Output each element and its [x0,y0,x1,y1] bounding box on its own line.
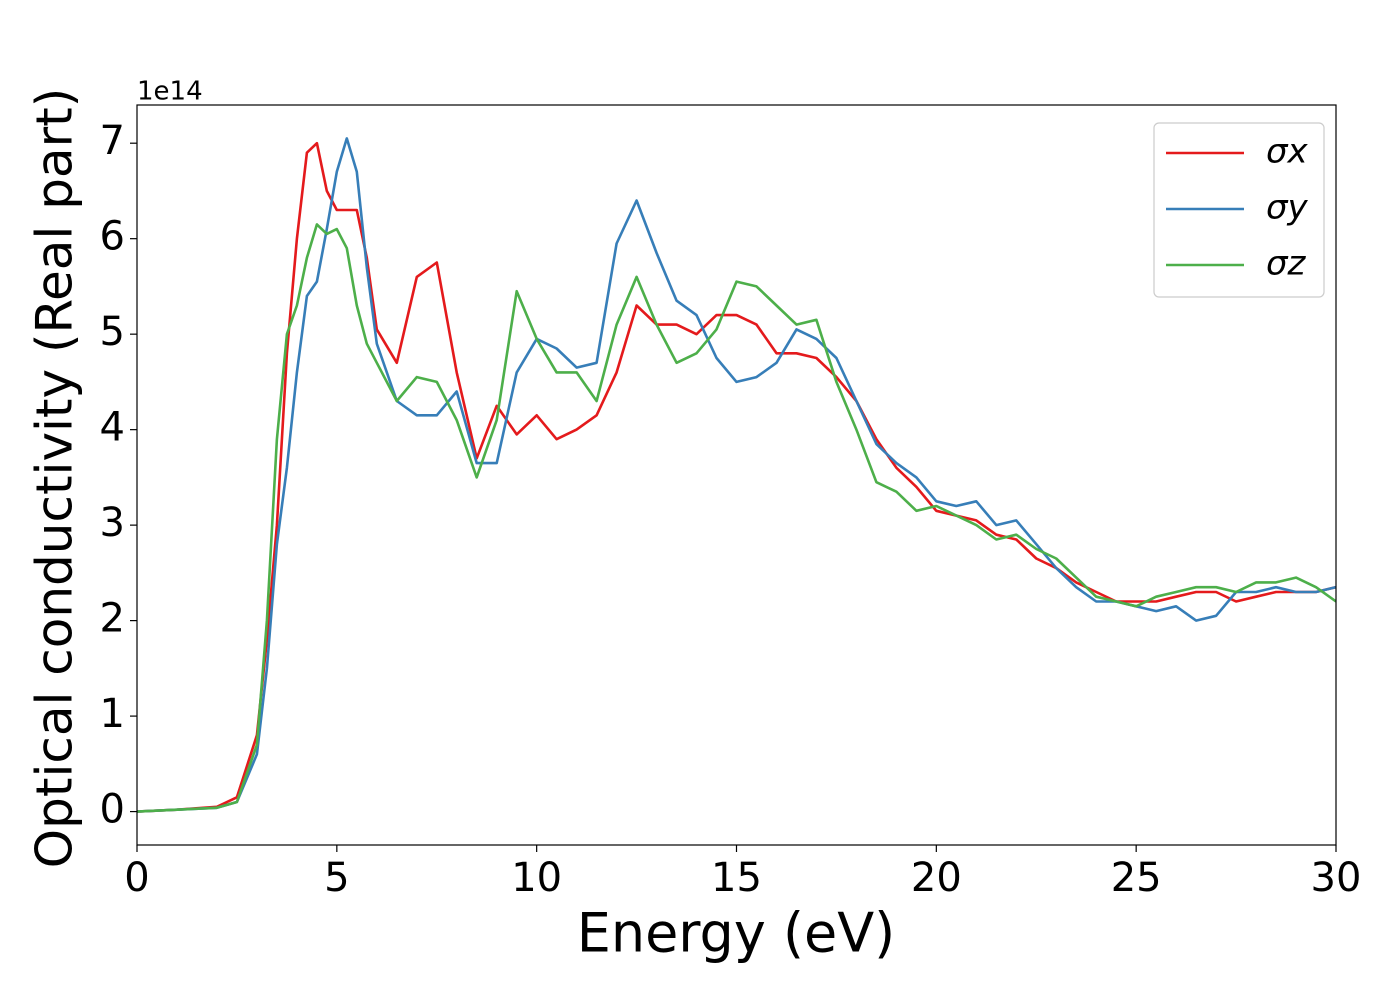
y-tick-label: 0 [100,787,125,833]
legend-label: σz [1266,244,1307,284]
series-line [137,223,1336,813]
x-tick-label: 0 [124,855,149,901]
plot-frame [136,104,1337,846]
x-tick-label: 25 [1111,855,1162,901]
x-tick-label: 10 [511,855,562,901]
y-tick-label: 5 [100,309,125,355]
x-tick-label: 30 [1311,855,1362,901]
y-tick-label: 7 [100,118,125,164]
y-axis-label: Optical conductivity (Real part) [26,88,84,869]
y-tick-label: 2 [100,596,125,642]
y-tick-label: 3 [100,500,125,546]
y-tick-label: 4 [100,405,125,451]
y-offset-label: 1e14 [137,77,203,107]
series-line [137,141,1336,813]
legend-label: σx [1266,132,1309,172]
y-tick-label: 6 [100,214,125,260]
x-tick-label: 20 [911,855,962,901]
x-axis-label: Energy (eV) [577,902,896,965]
legend-label: σy [1266,188,1309,228]
y-tick-label: 1 [100,691,125,737]
x-tick-label: 15 [711,855,762,901]
x-tick-label: 5 [324,855,349,901]
